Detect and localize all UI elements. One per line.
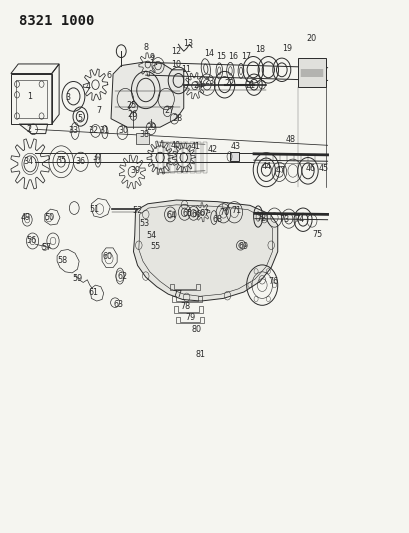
Text: 11: 11	[181, 66, 191, 74]
Text: 47: 47	[275, 166, 285, 175]
Text: 42: 42	[208, 145, 218, 154]
Text: 54: 54	[146, 231, 156, 240]
Text: 28: 28	[172, 114, 182, 123]
Text: 23: 23	[204, 77, 213, 86]
Text: 75: 75	[312, 230, 322, 239]
Bar	[136, 133, 148, 144]
Text: 63: 63	[113, 300, 123, 309]
Text: 79: 79	[185, 312, 196, 321]
Text: 16: 16	[228, 52, 238, 61]
Text: 68: 68	[212, 215, 222, 224]
Text: 81: 81	[195, 350, 204, 359]
Text: 27: 27	[164, 106, 174, 115]
Text: 12: 12	[171, 47, 181, 55]
Text: 30: 30	[118, 126, 128, 135]
Text: 26: 26	[127, 110, 137, 119]
Text: 10: 10	[171, 60, 181, 69]
Text: 37: 37	[93, 153, 103, 162]
Text: 57: 57	[41, 244, 52, 253]
Text: 17: 17	[240, 52, 250, 61]
Text: 22: 22	[224, 78, 234, 87]
Text: 15: 15	[216, 52, 226, 61]
Text: 6: 6	[106, 70, 111, 79]
Text: 45: 45	[318, 164, 328, 173]
Text: 51: 51	[90, 205, 99, 214]
Text: 21: 21	[244, 81, 254, 90]
Text: 73: 73	[279, 215, 289, 224]
Text: 3: 3	[65, 93, 70, 102]
Text: 2: 2	[27, 125, 32, 134]
Text: 60: 60	[103, 253, 112, 261]
Bar	[157, 142, 162, 173]
Text: 35: 35	[56, 156, 66, 165]
Text: 64: 64	[166, 212, 176, 221]
Text: 46: 46	[305, 164, 315, 173]
Text: 78: 78	[180, 302, 190, 311]
Bar	[202, 142, 207, 173]
Text: 74: 74	[293, 215, 303, 224]
Bar	[176, 142, 181, 173]
Polygon shape	[111, 62, 183, 127]
Text: 49: 49	[21, 213, 31, 222]
Text: 14: 14	[204, 50, 213, 58]
Text: 69: 69	[238, 242, 248, 251]
Text: 18: 18	[254, 45, 265, 54]
Text: 9: 9	[149, 53, 154, 62]
Text: 5: 5	[78, 114, 83, 123]
Text: 31: 31	[99, 126, 109, 135]
Text: 80: 80	[191, 325, 200, 334]
Text: 25: 25	[126, 101, 136, 110]
Text: 40: 40	[170, 141, 180, 150]
Text: 41: 41	[191, 142, 200, 151]
Text: 44: 44	[261, 162, 271, 171]
Text: 7: 7	[96, 106, 101, 115]
Text: 61: 61	[89, 287, 99, 296]
Text: 77: 77	[172, 289, 182, 298]
Text: 65: 65	[182, 209, 192, 218]
Text: 8321 1000: 8321 1000	[19, 14, 94, 28]
Text: 38: 38	[139, 130, 149, 139]
Text: 32: 32	[89, 126, 99, 135]
Text: 70: 70	[219, 208, 229, 217]
Text: 59: 59	[72, 273, 83, 282]
Polygon shape	[133, 200, 277, 301]
Text: 48: 48	[285, 135, 295, 144]
Text: 20: 20	[306, 35, 315, 44]
Text: 72: 72	[256, 214, 266, 223]
Text: 62: 62	[117, 272, 127, 280]
Text: 71: 71	[231, 206, 241, 215]
Bar	[170, 142, 175, 173]
Text: 43: 43	[230, 142, 240, 151]
Bar	[16, 80, 47, 118]
Text: 67: 67	[200, 209, 209, 218]
Text: 8: 8	[143, 43, 148, 52]
Text: 36: 36	[75, 157, 85, 166]
Text: 55: 55	[150, 242, 160, 251]
Bar	[196, 142, 200, 173]
Text: 50: 50	[45, 213, 55, 222]
Text: 1: 1	[27, 92, 32, 101]
Text: 34: 34	[23, 157, 34, 166]
Bar	[189, 142, 194, 173]
Text: 39: 39	[130, 166, 140, 175]
Text: 4: 4	[86, 82, 91, 91]
Bar	[183, 142, 188, 173]
Bar	[164, 142, 169, 173]
Text: 76: 76	[268, 277, 278, 286]
Text: 19: 19	[281, 44, 291, 53]
Text: 33: 33	[68, 126, 78, 135]
Text: 13: 13	[183, 39, 193, 48]
Text: 58: 58	[58, 256, 68, 264]
Text: 24: 24	[193, 81, 203, 90]
Bar	[229, 152, 238, 161]
Text: 29: 29	[146, 123, 156, 132]
Text: 52: 52	[132, 206, 142, 215]
Text: 56: 56	[26, 237, 36, 246]
Text: 66: 66	[191, 210, 200, 219]
Text: 53: 53	[139, 220, 149, 229]
Bar	[297, 58, 325, 87]
